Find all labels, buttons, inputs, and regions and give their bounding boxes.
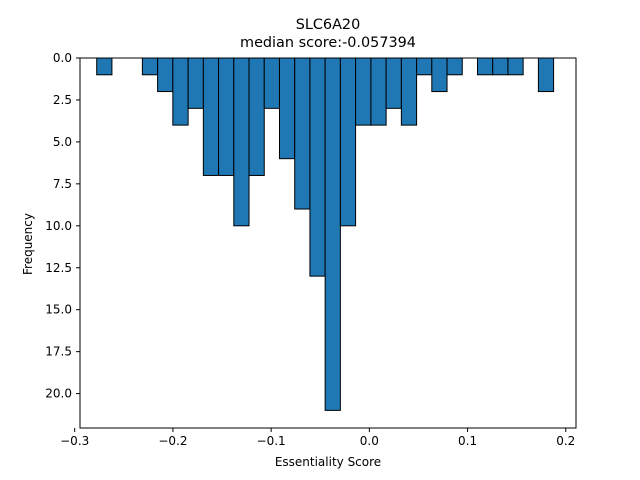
- histogram-bars: [96, 57, 555, 411]
- x-tick-label: 0.0: [360, 434, 379, 448]
- x-tick-label: −0.3: [60, 434, 89, 448]
- histogram-bar: [416, 57, 433, 76]
- x-axis-ticks: −0.3 −0.2 −0.1 0.0 0.1 0.2: [60, 428, 575, 448]
- histogram-bar: [263, 57, 280, 109]
- chart-subtitle: median score:-0.057394: [240, 35, 416, 51]
- histogram-bar: [492, 57, 509, 76]
- histogram-bar: [172, 57, 189, 126]
- histogram-bar: [431, 57, 448, 93]
- plot-frame: [79, 57, 577, 429]
- histogram-bar: [96, 57, 113, 76]
- x-axis-label: Essentiality Score: [274, 455, 382, 469]
- x-tick-label: −0.1: [257, 434, 286, 448]
- y-axis-ticks: 0.0 2.5 5.0 7.5 10.0 12.5 15.0 17.5 20.0: [45, 51, 80, 401]
- histogram-bar: [294, 57, 311, 210]
- histogram-bar: [202, 57, 220, 176]
- histogram-bar: [370, 57, 387, 126]
- histogram-bar: [355, 57, 372, 126]
- histogram-bar: [339, 57, 357, 227]
- y-tick-label: 12.5: [45, 261, 72, 275]
- y-tick-label: 0.0: [53, 51, 72, 65]
- histogram-bar: [385, 57, 402, 109]
- y-tick-label: 2.5: [53, 93, 72, 107]
- x-tick-label: 0.2: [556, 434, 575, 448]
- histogram-bar: [233, 57, 250, 227]
- y-tick-label: 10.0: [45, 219, 72, 233]
- y-tick-label: 17.5: [45, 345, 72, 359]
- y-tick-label: 15.0: [45, 303, 72, 317]
- x-tick-label: 0.1: [458, 434, 477, 448]
- histogram-bar: [187, 57, 204, 109]
- histogram-bar: [537, 57, 555, 93]
- histogram-bar: [218, 57, 235, 176]
- y-tick-label: 20.0: [45, 387, 72, 401]
- histogram-bar: [309, 57, 326, 277]
- histogram-bar: [324, 57, 341, 411]
- histogram-bar: [476, 57, 494, 76]
- histogram-bar: [507, 57, 524, 76]
- y-axis-label: Frequency: [21, 213, 35, 275]
- histogram-bar: [141, 57, 159, 76]
- y-tick-label: 7.5: [53, 177, 72, 191]
- histogram-bar: [446, 57, 463, 76]
- histogram-bar: [157, 57, 174, 93]
- histogram-bar: [400, 57, 418, 126]
- x-tick-label: −0.2: [158, 434, 187, 448]
- chart-title: SLC6A20: [295, 17, 361, 33]
- y-tick-label: 5.0: [53, 135, 72, 149]
- histogram-bar: [278, 57, 296, 160]
- histogram-bar: [248, 57, 265, 176]
